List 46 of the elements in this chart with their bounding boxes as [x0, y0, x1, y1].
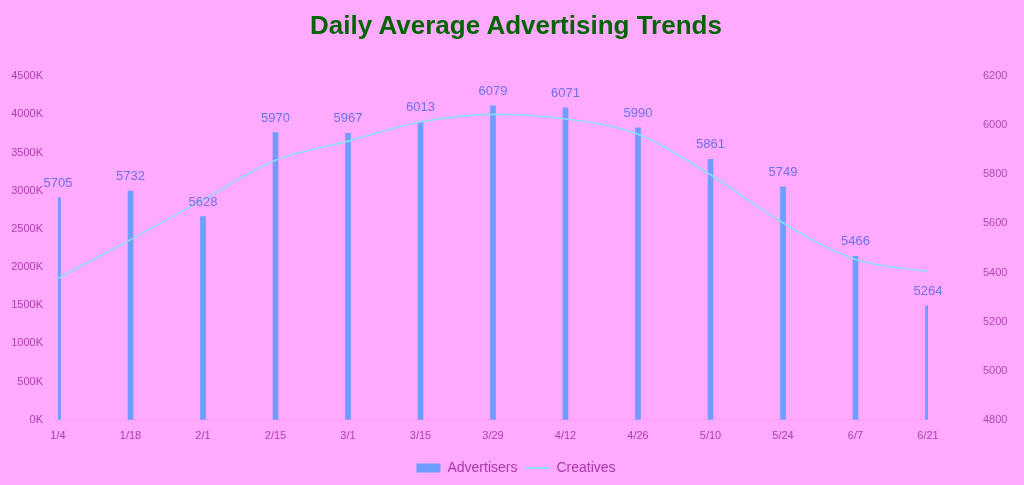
legend-label: Advertisers [447, 458, 518, 475]
y2-tick-label: 5400 [983, 265, 1008, 278]
x-tick-label: 5/10 [699, 429, 722, 442]
data-label: 5749 [768, 163, 798, 179]
data-label: 5732 [116, 168, 145, 184]
y-tick-label: 1500K [11, 298, 44, 311]
data-label: 5466 [841, 233, 870, 249]
y2-tick-label: 5600 [983, 216, 1008, 229]
y-tick-label: 500K [17, 374, 44, 387]
y-tick-label: 3500K [11, 145, 44, 158]
x-tick-label: 5/24 [772, 429, 794, 442]
x-tick-label: 2/15 [264, 429, 287, 442]
y2-tick-label: 5200 [983, 314, 1008, 327]
x-tick-label: 6/21 [917, 429, 939, 442]
data-label: 5861 [696, 136, 725, 152]
y-tick-label: 4500K [11, 69, 44, 82]
y-tick-label: 2500K [11, 221, 44, 234]
y2-tick-label: 5800 [983, 167, 1008, 180]
data-label: 5264 [913, 283, 943, 298]
legend-label: Creatives [556, 458, 616, 475]
x-tick-label: 3/29 [482, 429, 504, 442]
data-label: 5970 [261, 109, 290, 125]
y2-tick-label: 5000 [983, 363, 1008, 376]
y-tick-label: 4000K [11, 107, 44, 120]
y-tick-label: 2000K [11, 260, 44, 273]
x-tick-label: 2/1 [195, 429, 211, 442]
y-tick-label: 0K [29, 412, 44, 425]
x-tick-label: 3/15 [409, 429, 432, 442]
x-tick-label: 3/1 [340, 429, 356, 442]
x-tick-label: 4/26 [627, 429, 649, 442]
data-label: 5705 [43, 174, 73, 190]
chart-title: Daily Average Advertising Trends [310, 9, 722, 40]
x-tick-label: 1/18 [119, 429, 142, 442]
data-label: 5967 [333, 110, 363, 126]
y-tick-label: 1000K [11, 336, 44, 349]
y-tick-label: 3000K [11, 183, 44, 196]
y2-tick-label: 4800 [983, 412, 1008, 425]
y2-tick-label: 6000 [983, 118, 1008, 131]
data-label: 6079 [478, 82, 508, 98]
y2-tick-label: 6200 [983, 69, 1008, 82]
x-tick-label: 6/7 [847, 429, 864, 442]
x-tick-label: 1/4 [50, 429, 66, 442]
x-tick-label: 4/12 [554, 429, 577, 442]
data-label: 6071 [551, 84, 580, 100]
data-label: 6013 [406, 99, 435, 115]
data-label: 5990 [623, 104, 653, 120]
